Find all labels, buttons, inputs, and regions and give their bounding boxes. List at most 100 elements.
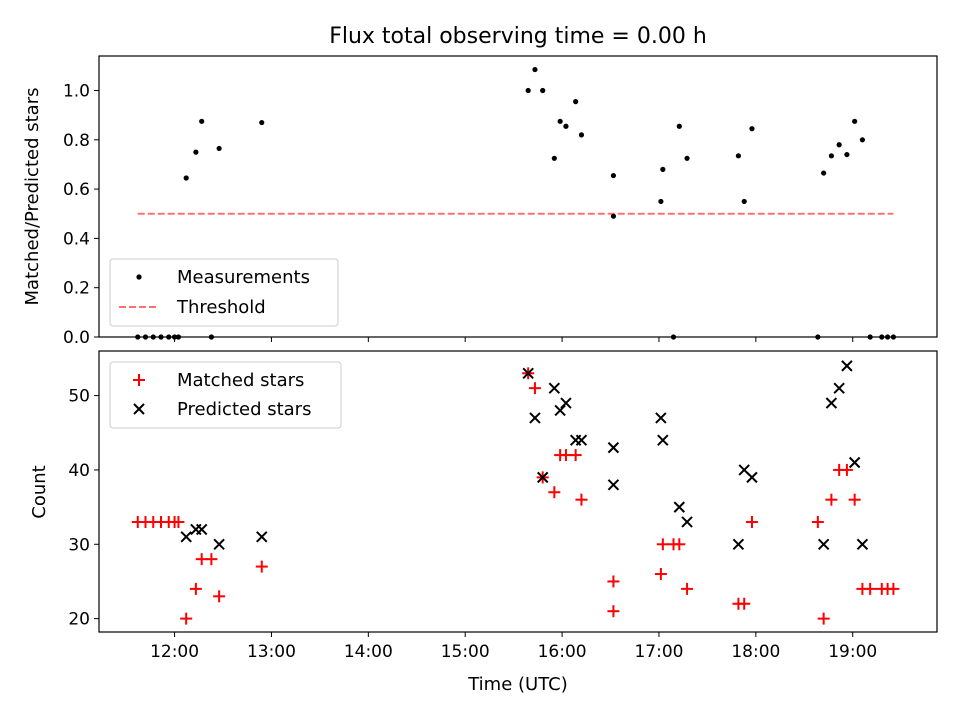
predicted-star-stroke <box>180 531 192 543</box>
legend-predicted-label: Predicted stars <box>177 399 311 420</box>
matched-star-point <box>887 582 900 595</box>
measurement-point <box>166 334 172 340</box>
legend-measurements-marker <box>136 274 142 280</box>
matched-star-point <box>817 612 830 625</box>
chart-title: Flux total observing time = 0.00 h <box>329 24 707 49</box>
predicted-star-point <box>833 382 845 394</box>
predicted-star-stroke <box>607 441 620 454</box>
measurement-point <box>660 166 666 172</box>
matched-star-point <box>673 538 686 551</box>
measurement-point <box>844 151 850 158</box>
measurement-point <box>852 118 858 124</box>
ratio-marks <box>135 66 897 340</box>
x-tick-label: 19:00 <box>828 642 877 662</box>
predicted-star-stroke <box>213 538 225 550</box>
predicted-star-stroke <box>681 516 693 528</box>
predicted-star-stroke <box>738 464 750 476</box>
matched-star-point <box>548 486 561 499</box>
count-marks <box>131 360 900 625</box>
predicted-star-stroke <box>732 538 745 550</box>
predicted-star-stroke <box>817 538 830 550</box>
predicted-star-point <box>522 367 534 380</box>
predicted-star-point <box>607 441 620 454</box>
matched-star-point <box>189 582 202 595</box>
predicted-star-point <box>554 404 566 417</box>
ratio-y-axis: 0.0 0.2 0.4 0.6 0.8 1.0 <box>63 82 854 348</box>
measurement-point <box>884 334 891 340</box>
predicted-star-stroke <box>256 531 268 543</box>
legend-matched-label: Matched stars <box>177 370 304 391</box>
matched-star-point <box>656 538 669 551</box>
predicted-star-point <box>536 471 549 484</box>
predicted-star-stroke <box>833 382 845 394</box>
x-tick-label: 18:00 <box>731 642 780 662</box>
count-y-tick-label: 30 <box>68 535 90 555</box>
count-y-tick-label: 20 <box>68 610 90 630</box>
predicted-star-point <box>529 412 541 424</box>
ratio-legend-box <box>109 258 339 327</box>
measurement-point <box>150 334 156 340</box>
x-tick-label: 17:00 <box>634 642 683 662</box>
measurement-point <box>208 334 214 340</box>
predicted-star-point <box>180 531 192 543</box>
predicted-star-point <box>825 397 838 409</box>
predicted-star-point <box>548 382 561 394</box>
predicted-star-stroke <box>673 501 686 513</box>
predicted-star-point <box>746 471 758 484</box>
measurement-point <box>610 172 617 179</box>
legend-predicted-marker <box>133 403 145 415</box>
matched-star-point <box>745 515 758 528</box>
measurement-point <box>828 153 835 159</box>
measurement-point <box>670 334 677 340</box>
matched-star-point <box>607 605 620 618</box>
legend-threshold-label: Threshold <box>176 297 266 318</box>
measurement-point <box>532 66 538 73</box>
predicted-star-point <box>657 434 669 446</box>
predicted-star-point <box>732 538 745 550</box>
predicted-star-point <box>607 479 620 491</box>
measurement-point <box>859 137 866 143</box>
predicted-star-stroke <box>575 434 588 446</box>
count-axes: 20 30 40 50 12:00 13:00 14:00 15:00 16:00 17:00 18… <box>68 387 877 662</box>
matched-star-point <box>825 493 838 506</box>
matched-star-point <box>840 463 853 476</box>
predicted-star-point <box>655 412 667 424</box>
measurement-point <box>171 334 178 340</box>
predicted-star-point <box>856 538 869 550</box>
predicted-star-stroke <box>195 523 208 536</box>
matched-star-point <box>180 612 193 625</box>
measurement-point <box>890 334 897 340</box>
predicted-star-point <box>817 538 830 550</box>
x-tick-label: 12:00 <box>150 642 199 662</box>
matched-star-point <box>255 560 268 573</box>
predicted-star-point <box>841 360 853 372</box>
predicted-star-stroke <box>856 538 869 550</box>
x-tick-label: 15:00 <box>441 642 490 662</box>
count-legend: Matched stars Predicted stars <box>109 361 342 429</box>
measurement-point <box>259 119 265 126</box>
ratio-panel: Matched/Predicted stars 0.0 0.2 0.4 0.6 0.8 1… <box>22 55 938 348</box>
measurement-point <box>867 334 873 340</box>
matched-star-point <box>811 515 824 528</box>
predicted-star-stroke <box>825 397 838 409</box>
matched-star-point <box>569 449 582 462</box>
measurement-point <box>193 149 199 155</box>
predicted-star-point <box>673 501 686 513</box>
count-panel-frame <box>98 350 938 633</box>
measurement-point <box>658 198 664 205</box>
measurement-point <box>142 334 149 340</box>
count-y-axis-label: Count <box>29 465 50 518</box>
measurement-point <box>183 175 189 181</box>
measurement-point <box>199 118 205 124</box>
measurement-point <box>540 87 546 94</box>
predicted-star-stroke <box>841 360 853 372</box>
measurement-point <box>749 126 755 132</box>
predicted-star-stroke <box>548 382 561 394</box>
matched-star-point <box>738 597 751 610</box>
measurement-point <box>158 334 164 340</box>
predicted-star-stroke <box>554 404 566 417</box>
measurement-point <box>135 334 141 340</box>
count-legend-box <box>109 361 342 429</box>
x-tick-label: 14:00 <box>344 642 393 662</box>
x-tick-label: 13:00 <box>247 642 296 662</box>
